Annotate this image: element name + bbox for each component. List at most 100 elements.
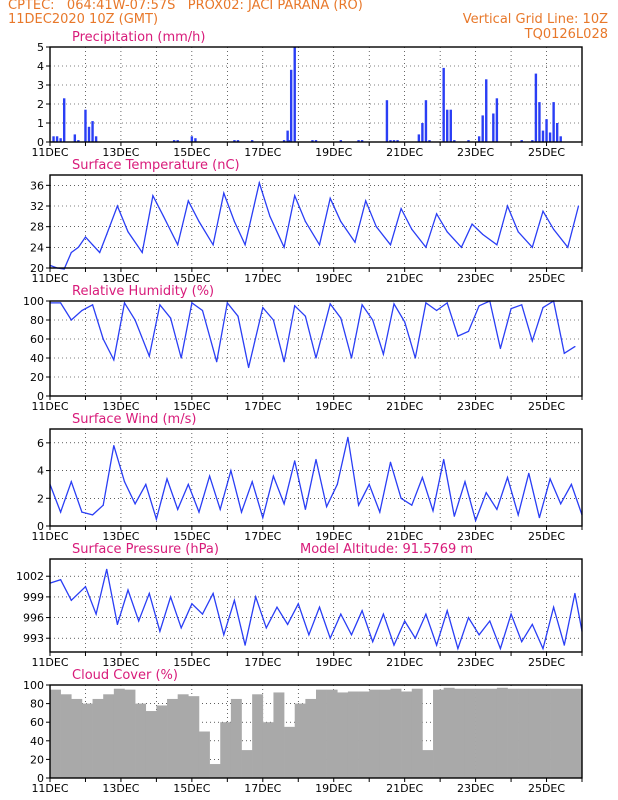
series-point <box>340 220 342 223</box>
panel-annotation: Model Altitude: 91.5769 m <box>300 542 473 557</box>
series-point <box>567 246 569 248</box>
cloud-bar <box>305 698 317 778</box>
series-point <box>134 503 136 505</box>
series-point <box>226 302 228 304</box>
series-point <box>471 223 473 225</box>
x-tick-label: 23DEC <box>457 146 494 159</box>
series-point <box>283 503 285 505</box>
cloud-bar <box>220 722 232 778</box>
series-point <box>499 347 502 350</box>
panel-3: 0 2 4 6 11DEC 13DEC 15DEC 17DEC 19DEC 21DEC 23DEC 2… <box>31 412 583 543</box>
series-point <box>276 606 278 608</box>
precip-bar <box>314 140 318 142</box>
cloud-bar <box>433 689 444 778</box>
series-point <box>329 303 331 305</box>
x-tick-label: 17DEC <box>244 400 281 413</box>
series-point <box>457 335 459 337</box>
series-point <box>425 246 427 248</box>
precip-bar <box>236 140 240 142</box>
series-point <box>269 215 271 217</box>
series-point <box>549 478 551 480</box>
cloud-bar <box>113 688 125 778</box>
series-point <box>123 481 126 483</box>
header-model-code: TQ0126L028 <box>524 27 608 42</box>
series-point <box>237 315 239 317</box>
series-point <box>478 305 480 307</box>
y-tick-label: 1 <box>37 117 44 130</box>
series-point <box>102 504 104 506</box>
cloud-bar <box>156 705 168 778</box>
series-point <box>411 228 413 230</box>
series-point <box>187 200 189 202</box>
cloud-bar <box>252 694 264 778</box>
precip-bar <box>339 140 343 142</box>
series-point <box>262 307 264 309</box>
cloud-bar <box>454 688 466 778</box>
precip-bar <box>548 132 552 142</box>
series-point <box>162 215 165 217</box>
series-point <box>542 647 544 650</box>
series-point <box>432 510 434 512</box>
x-tick-label: 23DEC <box>457 272 494 285</box>
series-line <box>49 569 583 651</box>
x-tick-label: 23DEC <box>457 656 494 669</box>
series-point <box>294 195 296 197</box>
series-point <box>187 483 189 486</box>
header-date: 11DEC2020 10Z (GMT) <box>8 12 159 27</box>
series-point <box>464 481 466 483</box>
x-tick-label: 15DEC <box>173 146 210 159</box>
panel-title: Surface Temperature (nC) <box>72 158 240 173</box>
series-point <box>510 613 512 615</box>
series-point <box>318 244 321 246</box>
series-point <box>553 228 555 230</box>
cloud-bar <box>326 689 338 778</box>
series-point <box>400 497 402 499</box>
series-point <box>216 361 218 363</box>
y-tick-label: 0 <box>37 772 44 785</box>
series-point <box>528 472 530 474</box>
series-point <box>294 460 296 462</box>
series-point <box>169 317 172 319</box>
series-point <box>177 244 179 246</box>
cloud-bar <box>284 726 296 778</box>
series-point <box>475 519 477 522</box>
series-point <box>329 637 331 639</box>
x-tick-label: 19DEC <box>315 782 352 795</box>
cloud-bar <box>369 689 381 778</box>
series-point <box>400 207 402 210</box>
series-point <box>198 220 200 223</box>
x-tick-label: 23DEC <box>457 530 494 543</box>
panel-frame <box>49 174 583 269</box>
cloud-bar <box>507 688 519 778</box>
series-point <box>113 445 115 447</box>
x-tick-label: 25DEC <box>528 656 565 669</box>
series-point <box>336 483 338 486</box>
y-tick-label: 996 <box>23 612 44 625</box>
series-point <box>553 606 555 608</box>
series-point <box>294 305 296 307</box>
series-line <box>50 299 576 368</box>
precip-bar <box>534 73 538 142</box>
series-point <box>372 641 374 643</box>
series-point <box>297 603 299 605</box>
series-point <box>60 302 62 304</box>
series-point <box>166 478 168 480</box>
cloud-bar <box>50 689 61 778</box>
series-point <box>148 592 150 595</box>
precip-bar <box>417 134 421 142</box>
series-point <box>467 616 470 619</box>
y-tick-label: 4 <box>37 60 44 73</box>
precip-bar <box>453 140 456 142</box>
series-point <box>304 315 306 317</box>
series-point <box>531 623 533 626</box>
series-point <box>340 613 342 615</box>
cloud-bar <box>475 688 487 778</box>
series-point <box>251 481 253 483</box>
cloud-bar <box>401 691 413 778</box>
series-point <box>414 637 416 639</box>
cloud-bar <box>71 698 83 778</box>
precip-bar <box>467 140 470 142</box>
precip-bar <box>392 140 396 142</box>
series-point <box>354 241 356 243</box>
series-point <box>212 244 214 246</box>
